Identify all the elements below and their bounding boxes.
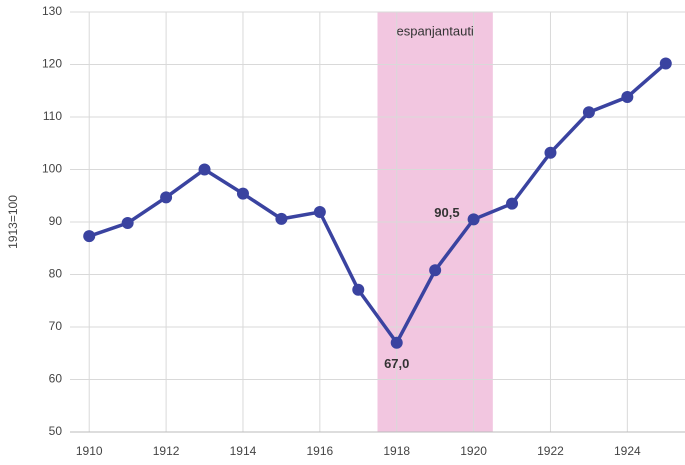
- data-point: [198, 163, 211, 176]
- y-tick-label: 60: [49, 372, 63, 386]
- shade-label: espanjantauti: [396, 23, 473, 38]
- data-point: [467, 213, 480, 226]
- y-tick-label: 100: [42, 162, 62, 176]
- data-point: [160, 191, 173, 204]
- x-tick-label: 1910: [76, 444, 103, 458]
- y-tick-label: 120: [42, 57, 62, 71]
- y-tick-label: 90: [49, 214, 63, 228]
- x-tick-label: 1922: [537, 444, 564, 458]
- y-tick-label: 130: [42, 4, 62, 18]
- x-tick-label: 1920: [460, 444, 487, 458]
- data-point: [275, 212, 288, 225]
- data-point: [390, 336, 403, 349]
- data-point: [121, 217, 134, 230]
- data-point: [582, 106, 595, 119]
- data-point: [506, 197, 519, 210]
- x-tick-label: 1914: [230, 444, 257, 458]
- data-point: [659, 57, 672, 70]
- y-tick-label: 50: [49, 424, 63, 438]
- data-point: [621, 91, 634, 104]
- annotation: 67,0: [384, 356, 409, 371]
- series-line: [88, 62, 667, 347]
- annotation: 90,5: [434, 205, 459, 220]
- y-axis-label: 1913=100: [6, 195, 20, 249]
- data-point: [313, 206, 326, 219]
- y-tick-label: 70: [49, 319, 63, 333]
- data-point: [429, 264, 442, 277]
- data-point: [352, 283, 365, 296]
- x-tick-label: 1924: [614, 444, 641, 458]
- y-tick-label: 110: [43, 109, 62, 123]
- data-point: [544, 146, 557, 159]
- y-tick-label: 80: [49, 267, 63, 281]
- x-tick-label: 1912: [153, 444, 180, 458]
- data-point: [83, 230, 96, 243]
- x-tick-label: 1918: [383, 444, 410, 458]
- x-tick-label: 1916: [306, 444, 333, 458]
- data-point: [236, 187, 249, 200]
